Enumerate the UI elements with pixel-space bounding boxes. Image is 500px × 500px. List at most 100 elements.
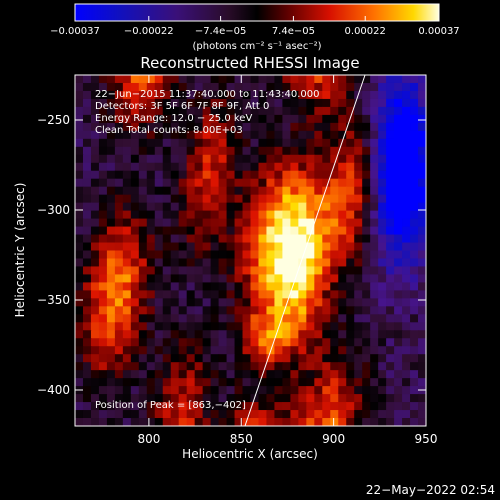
heatmap-cell bbox=[106, 146, 116, 156]
heatmap-cell bbox=[82, 130, 92, 140]
heatmap-cell bbox=[306, 75, 315, 84]
heatmap-cell bbox=[234, 306, 244, 315]
heatmap-cell bbox=[170, 170, 180, 180]
heatmap-cell bbox=[186, 290, 196, 299]
heatmap-cell bbox=[290, 338, 299, 347]
heatmap-cell bbox=[114, 354, 124, 363]
heatmap-cell bbox=[106, 178, 116, 188]
heatmap-cell bbox=[338, 130, 347, 140]
heatmap-cell bbox=[106, 226, 116, 236]
heatmap-cell bbox=[282, 218, 291, 228]
heatmap-cell bbox=[82, 250, 92, 260]
heatmap-cell bbox=[106, 210, 116, 220]
heatmap-cell bbox=[170, 75, 180, 84]
heatmap-cell bbox=[394, 130, 403, 140]
heatmap-cell bbox=[234, 322, 244, 331]
heatmap-cell bbox=[75, 314, 84, 323]
heatmap-cell bbox=[75, 210, 84, 220]
heatmap-cell bbox=[402, 98, 411, 108]
heatmap-cell bbox=[138, 130, 148, 140]
heatmap-cell bbox=[410, 274, 419, 284]
heatmap-cell bbox=[114, 394, 124, 403]
colorbar-tick-label: 7.4e−05 bbox=[272, 26, 315, 37]
heatmap-cell bbox=[322, 346, 331, 355]
heatmap-cell bbox=[170, 82, 180, 92]
heatmap-cell bbox=[274, 234, 284, 244]
heatmap-cell bbox=[322, 290, 331, 299]
heatmap-cell bbox=[146, 122, 156, 132]
heatmap-cell bbox=[330, 378, 339, 387]
heatmap-cell bbox=[226, 170, 236, 180]
heatmap-cell bbox=[410, 418, 419, 426]
heatmap-cell bbox=[210, 146, 220, 156]
heatmap-cell bbox=[202, 154, 212, 164]
heatmap-cell bbox=[290, 114, 299, 124]
heatmap-cell bbox=[178, 298, 188, 307]
heatmap-cell bbox=[298, 394, 307, 403]
heatmap-cell bbox=[250, 370, 260, 379]
heatmap-cell bbox=[138, 226, 148, 236]
heatmap-cell bbox=[202, 194, 212, 204]
heatmap-cell bbox=[378, 282, 387, 291]
heatmap-cell bbox=[162, 338, 172, 347]
heatmap-cell bbox=[114, 314, 124, 323]
heatmap-cell bbox=[82, 378, 92, 387]
heatmap-cell bbox=[354, 338, 363, 347]
heatmap-cell bbox=[386, 266, 395, 276]
heatmap-cell bbox=[170, 258, 180, 268]
heatmap-cell bbox=[354, 114, 363, 124]
heatmap-cell bbox=[306, 322, 315, 331]
heatmap-cell bbox=[242, 242, 252, 252]
y-axis-label: Heliocentric Y (arcsec) bbox=[13, 183, 27, 318]
heatmap-cell bbox=[234, 106, 244, 116]
heatmap-cell bbox=[178, 202, 188, 212]
heatmap-cell bbox=[322, 170, 331, 180]
heatmap-cell bbox=[370, 122, 379, 132]
heatmap-cell bbox=[202, 282, 212, 291]
heatmap-cell bbox=[274, 178, 284, 188]
heatmap-cell bbox=[154, 354, 164, 363]
heatmap-cell bbox=[122, 210, 132, 220]
heatmap-cell bbox=[170, 234, 180, 244]
heatmap-cell bbox=[370, 362, 379, 371]
heatmap-cell bbox=[322, 370, 331, 379]
heatmap-cell bbox=[138, 234, 148, 244]
heatmap-cell bbox=[162, 306, 172, 315]
heatmap-cell bbox=[242, 362, 252, 371]
heatmap-cell bbox=[138, 322, 148, 331]
heatmap-cell bbox=[154, 394, 164, 403]
heatmap-cell bbox=[130, 146, 140, 156]
heatmap-cell bbox=[130, 226, 140, 236]
heatmap-cell bbox=[338, 338, 347, 347]
heatmap-cell bbox=[258, 314, 268, 323]
heatmap-cell bbox=[314, 194, 323, 204]
heatmap-cell bbox=[90, 98, 100, 108]
heatmap-cell bbox=[146, 242, 156, 252]
heatmap-cell bbox=[186, 346, 196, 355]
heatmap-cell bbox=[98, 170, 108, 180]
heatmap-cell bbox=[362, 138, 371, 148]
heatmap-cell bbox=[386, 410, 395, 419]
heatmap-cell bbox=[242, 98, 252, 108]
heatmap-cell bbox=[146, 338, 156, 347]
heatmap-cell bbox=[250, 178, 260, 188]
heatmap-cell bbox=[75, 402, 84, 411]
heatmap-cell bbox=[90, 346, 100, 355]
heatmap-cell bbox=[210, 378, 220, 387]
heatmap-cell bbox=[82, 282, 92, 291]
heatmap-cell bbox=[402, 75, 411, 84]
heatmap-cell bbox=[106, 98, 116, 108]
heatmap-cell bbox=[330, 370, 339, 379]
heatmap-cell bbox=[362, 75, 371, 84]
heatmap-cell bbox=[370, 178, 379, 188]
heatmap-cell bbox=[274, 98, 284, 108]
heatmap-cell bbox=[98, 330, 108, 339]
heatmap-cell bbox=[90, 282, 100, 291]
heatmap-cell bbox=[242, 170, 252, 180]
heatmap-cell bbox=[402, 162, 411, 172]
heatmap-cell bbox=[314, 298, 323, 307]
heatmap-cell bbox=[378, 298, 387, 307]
heatmap-cell bbox=[194, 386, 204, 395]
heatmap-cell bbox=[106, 410, 116, 419]
heatmap-cell bbox=[122, 234, 132, 244]
